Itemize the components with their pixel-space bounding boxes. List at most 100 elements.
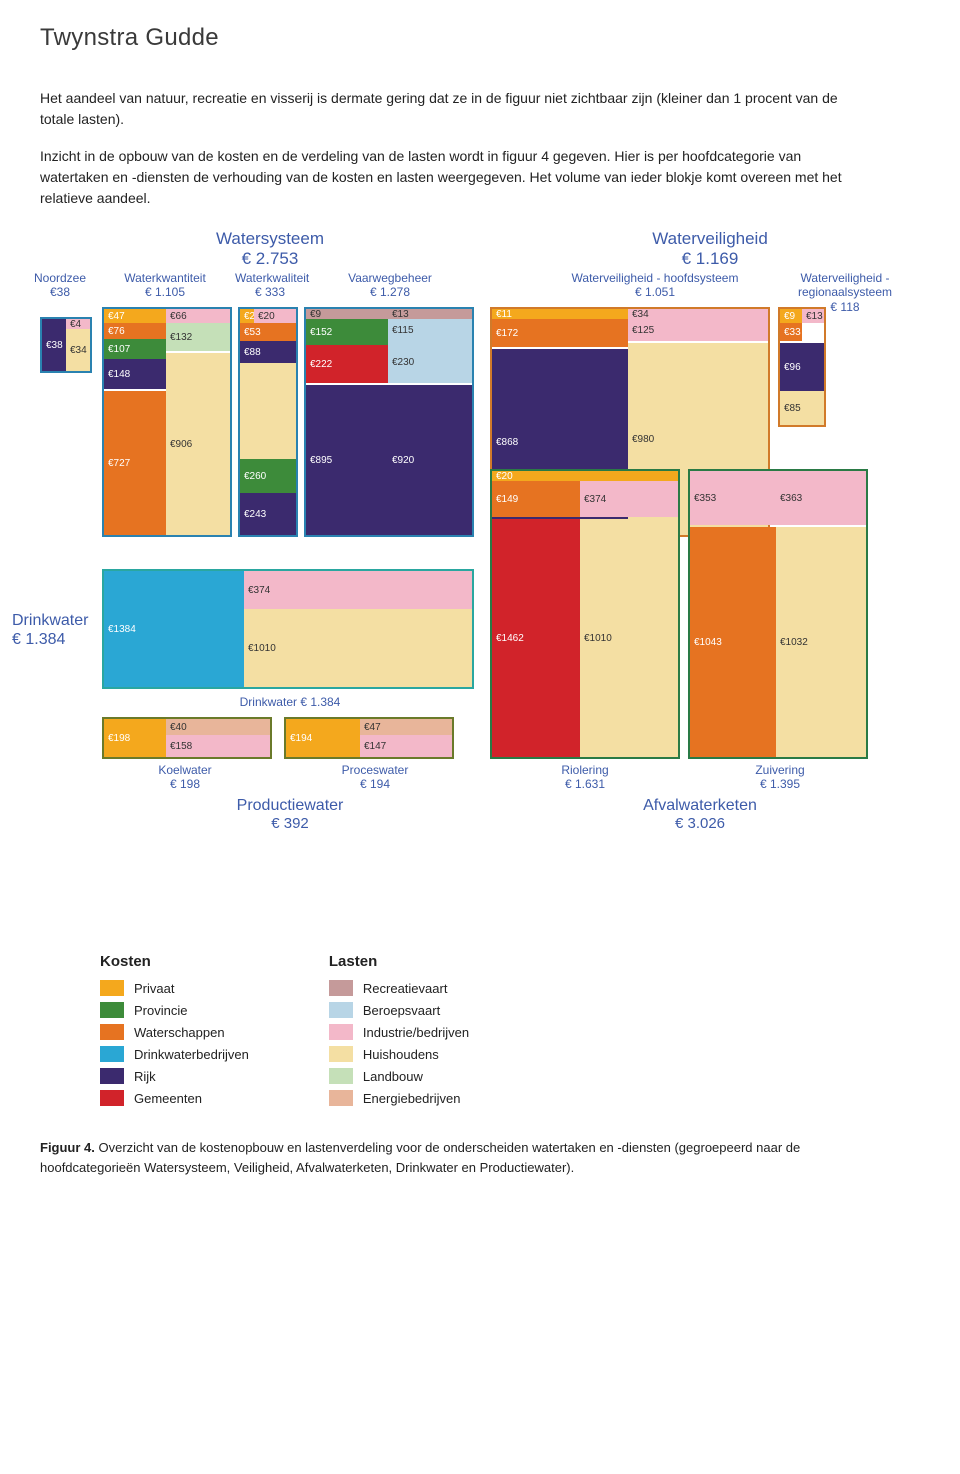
legend-swatch — [100, 1024, 124, 1040]
cell-kw_a: €198 — [104, 719, 166, 757]
legend: Kosten Privaat Provincie Waterschappen Drin… — [40, 953, 920, 1112]
sub-title-wkwal: Waterkwaliteit€ 333 — [235, 271, 305, 300]
sub-title-koelwater: Koelwater€ 198 — [110, 763, 260, 792]
cell-vw_b: €13 — [388, 309, 472, 319]
legend-label: Provincie — [134, 1003, 187, 1018]
cell-nz_rijk_k: €38 — [42, 319, 66, 371]
cell-wvr_a: €9 — [780, 309, 802, 323]
legend-item: Huishoudens — [329, 1046, 469, 1062]
cell-rio_a: €20 — [492, 471, 678, 481]
chart-column: €20€149€374€1462€1010 — [490, 469, 680, 759]
cell-rio_e: €1010 — [580, 519, 678, 757]
cell-vw_a: €9 — [306, 309, 388, 319]
cell-zuiv_d: €1032 — [776, 527, 866, 757]
cell-wvr_b: €13 — [802, 309, 824, 323]
legend-swatch — [100, 1090, 124, 1106]
group-title-drinkwater: Drinkwater€ 1.384 — [12, 611, 88, 649]
sub-title-wkwant: Waterkwantiteit€ 1.105 — [100, 271, 230, 300]
sub-title-drinkwater: Drinkwater € 1.384 — [190, 695, 390, 709]
sub-title-noordzee: Noordzee€38 — [30, 271, 90, 300]
legend-swatch — [329, 1046, 353, 1062]
cell-zuiv_b: €363 — [776, 471, 866, 525]
figure-number: Figuur 4. — [40, 1140, 95, 1155]
chart-column: €194€47€147 — [284, 717, 454, 759]
cell-dw_b: €374 — [244, 571, 472, 609]
chart-column: €2€20€53€88 €260€243 — [238, 307, 298, 537]
legend-swatch — [329, 1068, 353, 1084]
legend-label: Drinkwaterbedrijven — [134, 1047, 249, 1062]
cell-pw_a: €194 — [286, 719, 360, 757]
cell-vw_d: €115 — [388, 319, 472, 341]
cell-wvr_e: €85 — [780, 391, 824, 425]
legend-label: Waterschappen — [134, 1025, 225, 1040]
figure-caption: Figuur 4. Overzicht van de kostenopbouw … — [40, 1138, 860, 1177]
intro-para-1: Het aandeel van natuur, recreatie en vis… — [40, 88, 860, 130]
legend-item: Drinkwaterbedrijven — [100, 1046, 249, 1062]
cell-nz_top: €4 — [66, 319, 90, 329]
legend-lasten: Lasten RecreatievaartBeroepsvaartIndustr… — [329, 953, 469, 1112]
chart-column: €198€40€158 — [102, 717, 272, 759]
legend-item: Provincie — [100, 1002, 249, 1018]
cell-vw_f: €230 — [388, 341, 472, 383]
chart-column: €47€76€107€148€727€66€132€906 — [102, 307, 232, 537]
chart-column: €9€13€33 €96€85 — [778, 307, 826, 427]
sub-title-wv_hoofd: Waterveiligheid - hoofdsysteem€ 1.051 — [545, 271, 765, 300]
legend-label: Beroepsvaart — [363, 1003, 440, 1018]
group-title: Waterveiligheid€ 1.169 — [600, 229, 820, 269]
cell-vw_e: €222 — [306, 345, 388, 383]
legend-swatch — [329, 1002, 353, 1018]
chart-column: €38€4€34 — [40, 317, 92, 373]
legend-item: Industrie/bedrijven — [329, 1024, 469, 1040]
cell-wkwal_b: €20 — [254, 309, 296, 323]
group-title: Watersysteem€ 2.753 — [160, 229, 380, 269]
treemap-chart: Watersysteem€ 2.753 Waterveiligheid€ 1.16… — [40, 229, 920, 929]
cell-rio_d: €1462 — [492, 519, 580, 757]
cell-wkwant_ind: €132 — [166, 323, 230, 351]
cell-zuiv_c: €1043 — [690, 527, 776, 757]
legend-item: Privaat — [100, 980, 249, 996]
legend-swatch — [100, 1068, 124, 1084]
cell-wkwal_a: €2 — [240, 309, 254, 323]
cell-wvr_c: €33 — [780, 323, 802, 341]
chart-column: €353€363€1043€1032 — [688, 469, 868, 759]
cell-vw_c: €152 — [306, 319, 388, 345]
legend-item: Gemeenten — [100, 1090, 249, 1106]
cell-wvh_f: €34 — [628, 309, 768, 319]
sub-title-zuivering: Zuivering€ 1.395 — [720, 763, 840, 792]
group-title: Afvalwaterketen€ 3.026 — [580, 797, 820, 832]
legend-label: Huishoudens — [363, 1047, 439, 1062]
legend-label: Industrie/bedrijven — [363, 1025, 469, 1040]
legend-label: Landbouw — [363, 1069, 423, 1084]
legend-label: Gemeenten — [134, 1091, 202, 1106]
sub-title-proceswater: Proceswater€ 194 — [300, 763, 450, 792]
sub-title-vaarweg: Vaarwegbeheer€ 1.278 — [310, 271, 470, 300]
cell-wkwal_e: €260 — [240, 459, 296, 493]
legend-swatch — [100, 1002, 124, 1018]
cell-vw_g: €895 — [306, 385, 388, 535]
cell-rio_b: €149 — [492, 481, 580, 517]
cell-wvr_d: €96 — [780, 343, 824, 391]
cell-vw_h: €920 — [388, 385, 472, 535]
legend-swatch — [329, 1090, 353, 1106]
intro-para-2: Inzicht in de opbouw van de kosten en de… — [40, 146, 860, 209]
legend-item: Waterschappen — [100, 1024, 249, 1040]
legend-item: Rijk — [100, 1068, 249, 1084]
cell-wkwant_ws1: €76 — [104, 323, 166, 339]
cell-wkwant_top: €66 — [166, 309, 230, 323]
legend-kosten-title: Kosten — [100, 953, 249, 970]
cell-wkwant_priv: €47 — [104, 309, 166, 323]
cell-wkwal_f: €243 — [240, 493, 296, 535]
cell-wkwal_d: €88 — [240, 341, 296, 363]
cell-wkwal_c: €53 — [240, 323, 296, 341]
cell-kw_c: €158 — [166, 735, 270, 757]
cell-kw_b: €40 — [166, 719, 270, 735]
legend-kosten: Kosten Privaat Provincie Waterschappen Drin… — [100, 953, 249, 1112]
chart-column: €1384€374€1010 — [102, 569, 474, 689]
sub-title-riolering: Riolering€ 1.631 — [520, 763, 650, 792]
cell- — [240, 363, 296, 459]
legend-label: Rijk — [134, 1069, 156, 1084]
cell-rio_c: €374 — [580, 481, 678, 517]
cell-nz_hh_l: €34 — [66, 329, 90, 371]
legend-swatch — [100, 1046, 124, 1062]
legend-swatch — [329, 1024, 353, 1040]
